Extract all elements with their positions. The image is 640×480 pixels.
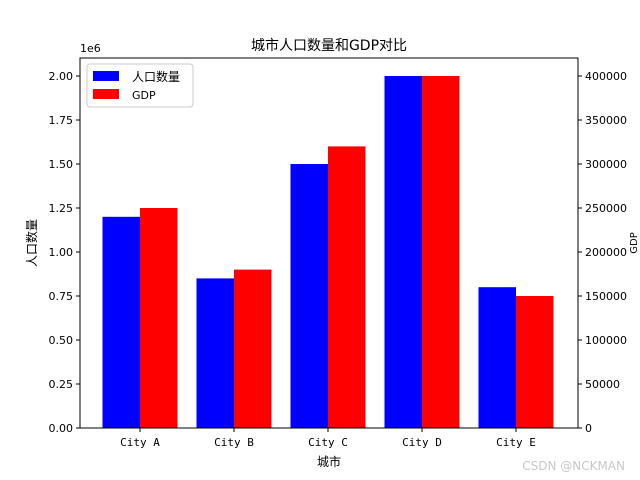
y-tick-label: 0.75 [49, 290, 74, 303]
y-tick-label: 1.75 [49, 114, 74, 127]
y-tick-label: 0.50 [49, 334, 74, 347]
y-right-tick-label: 150000 [585, 290, 627, 303]
y-tick-label: 0.25 [49, 378, 74, 391]
y-tick-label: 1.25 [49, 202, 74, 215]
bar-population [196, 278, 234, 428]
y-tick-label: 0.00 [49, 422, 74, 435]
y-right-tick-label: 400000 [585, 70, 627, 83]
bar-population [290, 164, 328, 428]
y-offset-label: 1e6 [80, 42, 101, 55]
bar-gdp [516, 296, 554, 428]
y-tick-label: 1.00 [49, 246, 74, 259]
bar-gdp [328, 146, 366, 428]
x-tick-label: City E [496, 436, 536, 449]
legend-label-gdp: GDP [132, 89, 156, 102]
y-right-tick-label: 100000 [585, 334, 627, 347]
watermark: CSDN @NCKMAN [522, 459, 625, 473]
bar-population [384, 76, 422, 428]
y-right-tick-label: 300000 [585, 158, 627, 171]
bar-population [478, 287, 516, 428]
chart-title: 城市人口数量和GDP对比 [251, 37, 407, 54]
bar-gdp [422, 76, 460, 428]
legend-swatch-population [93, 71, 119, 81]
x-axis-label: 城市 [317, 454, 341, 469]
x-axis: City A City B City C City D City E [120, 428, 536, 449]
y-axis-label-left: 人口数量 [24, 219, 39, 267]
y-right-tick-label: 250000 [585, 202, 627, 215]
axes-frame [79, 57, 579, 429]
y-tick-label: 2.00 [49, 70, 74, 83]
bars [102, 76, 554, 428]
y-right-tick-label: 0 [585, 422, 592, 435]
y-tick-label: 1.50 [49, 158, 74, 171]
legend-swatch-gdp [93, 89, 119, 99]
x-tick-label: City D [402, 436, 442, 449]
y-right-tick-label: 350000 [585, 114, 627, 127]
y-right-tick-label: 200000 [585, 246, 627, 259]
x-tick-label: City B [214, 436, 254, 449]
y-axis-left: 0.00 0.25 0.50 0.75 1.00 1.25 1.50 1.75 2.00 [49, 70, 80, 435]
bar-gdp [234, 269, 272, 428]
y-right-tick-label: 50000 [585, 378, 620, 391]
legend-label-population: 人口数量 [132, 69, 180, 84]
y-axis-right: 0 50000 100000 150000 200000 250000 300000 3500… [578, 70, 627, 435]
bar-gdp [140, 208, 178, 428]
bar-population [102, 216, 140, 428]
x-tick-label: City C [308, 436, 348, 449]
y-axis-label-right: GDP [629, 232, 640, 253]
legend: 人口数量 GDP [86, 63, 194, 108]
x-tick-label: City A [120, 436, 160, 449]
